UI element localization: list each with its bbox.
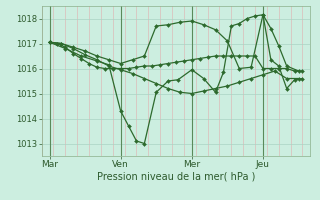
- X-axis label: Pression niveau de la mer( hPa ): Pression niveau de la mer( hPa ): [97, 172, 255, 182]
